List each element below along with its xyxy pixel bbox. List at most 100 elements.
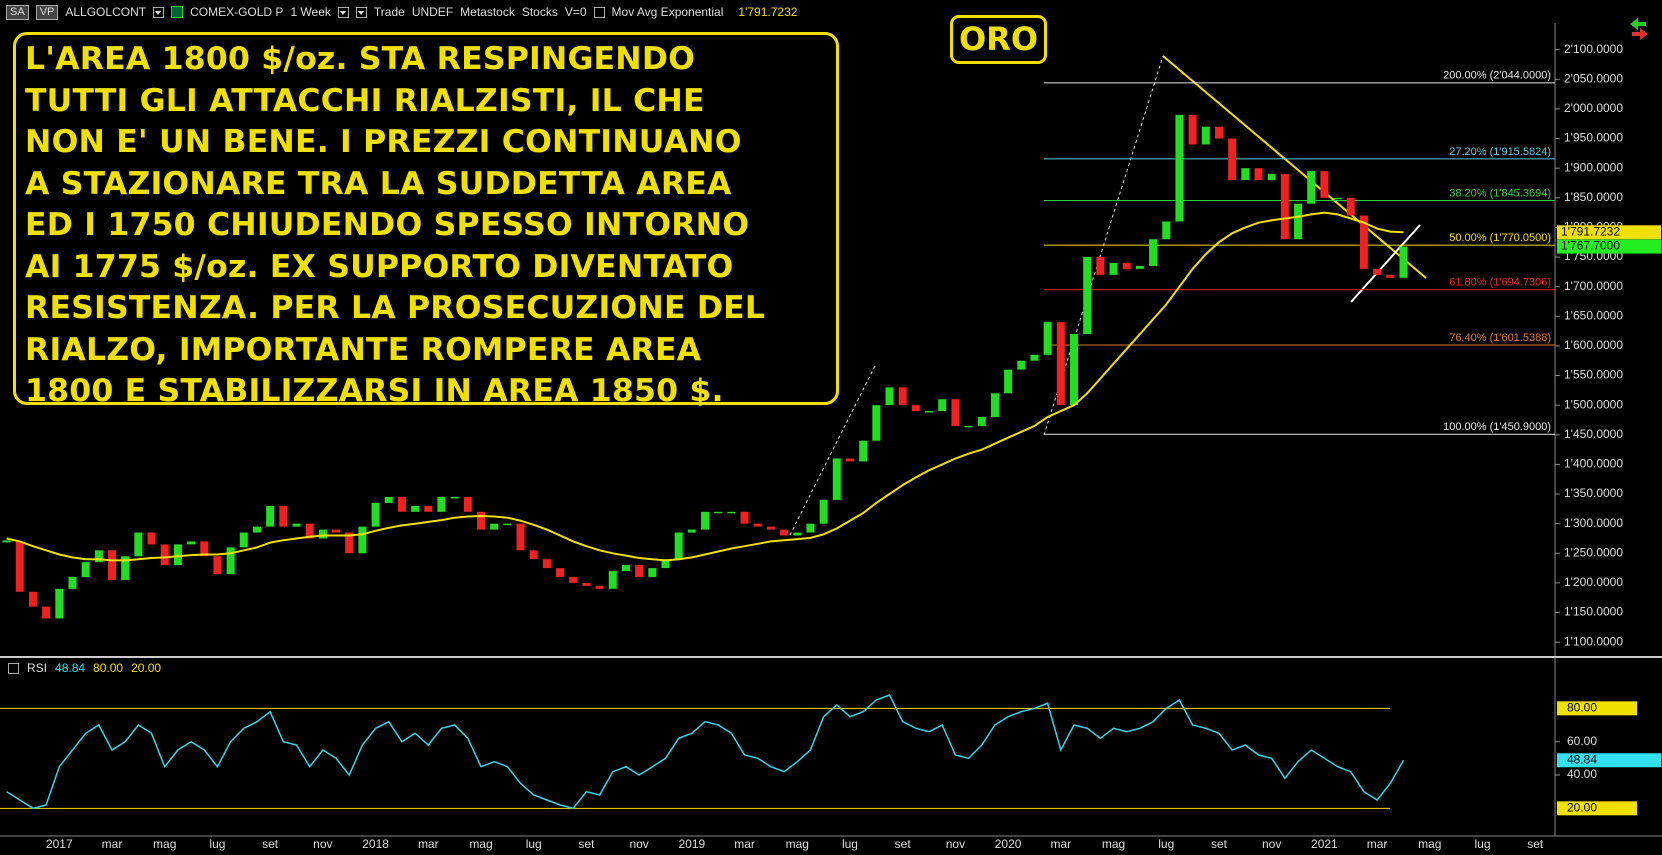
x-tick-label: mag: [153, 837, 176, 851]
candle: [793, 532, 802, 536]
candle: [1004, 369, 1013, 394]
market: Stocks: [521, 5, 558, 19]
dropdown[interactable]: [355, 6, 367, 18]
candle: [885, 387, 894, 406]
indicator-icon[interactable]: [171, 6, 184, 18]
candle: [503, 523, 512, 526]
candle: [516, 523, 525, 551]
x-tick-label: 2020: [995, 837, 1022, 851]
icon-arrow: [1630, 18, 1646, 30]
rsi-tag: [1557, 753, 1661, 768]
candle: [1135, 265, 1144, 269]
y-tick-label: 1'850.0000: [1564, 190, 1623, 204]
rsi-tag-label: 48.84: [1567, 752, 1597, 766]
candle: [542, 559, 551, 569]
x-tick-label: lug: [1158, 837, 1174, 851]
candle: [55, 588, 64, 619]
y-tick-label: 60.00: [1567, 734, 1597, 748]
candle: [661, 559, 670, 569]
icon-arrow: [1632, 28, 1648, 40]
x-tick-label: set: [1211, 837, 1228, 851]
y-tick-label: 1'300.0000: [1564, 516, 1623, 530]
x-tick-label: mag: [786, 837, 809, 851]
candles: [2, 114, 1408, 619]
candle: [872, 405, 881, 441]
candle: [134, 532, 143, 557]
candle: [740, 511, 749, 524]
status: UNDEF: [411, 5, 454, 19]
candle: [1267, 174, 1276, 181]
candle: [780, 529, 789, 536]
candle: [925, 411, 934, 413]
candle: [977, 417, 986, 426]
candle: [345, 532, 354, 554]
candle: [213, 556, 222, 575]
x-tick-label: mar: [1367, 837, 1388, 851]
candle: [68, 576, 77, 589]
candle: [582, 582, 591, 586]
trend-line: [789, 365, 876, 536]
candle: [1175, 114, 1184, 222]
x-tick-label: lug: [842, 837, 858, 851]
candle: [832, 458, 841, 500]
candle: [147, 532, 156, 545]
candle: [1214, 126, 1223, 139]
candle: [635, 565, 644, 577]
candle: [187, 541, 196, 545]
candle: [160, 544, 169, 566]
price-tag-label: 1'791.7232: [1561, 224, 1620, 238]
y-tick-label: 40.00: [1567, 767, 1597, 781]
level-tag: [1557, 701, 1637, 716]
candle: [15, 541, 24, 592]
y-tick-label: 1'250.0000: [1564, 545, 1623, 559]
candle: [529, 550, 538, 560]
x-tick-label: nov: [313, 837, 332, 851]
candle: [476, 511, 485, 530]
sync-icon[interactable]: [1630, 18, 1648, 40]
level-tag-label: 80.00: [1567, 701, 1597, 715]
candle: [753, 523, 762, 527]
candle: [1228, 138, 1237, 181]
trend-line: [1350, 224, 1421, 303]
candle: [845, 458, 854, 462]
toolbar-button[interactable]: VP: [35, 4, 59, 20]
instrument: COMEX-GOLD P: [190, 5, 284, 19]
toolbar-button[interactable]: SA: [6, 4, 29, 20]
dropdown[interactable]: [337, 6, 349, 18]
y-tick-label: 1'450.0000: [1564, 427, 1623, 441]
x-tick-label: 2017: [46, 837, 73, 851]
level-tag: [1557, 801, 1637, 816]
close-indicator[interactable]: [8, 662, 19, 674]
toolbar: SA VP ALLGOLCONT COMEX-GOLD P 1 Week Tra…: [6, 3, 797, 21]
candle: [173, 544, 182, 566]
candle: [1386, 274, 1395, 278]
candle: [701, 511, 710, 530]
y-tick-label: 1'500.0000: [1564, 397, 1623, 411]
rsi-level: 20.00: [131, 661, 162, 675]
candle: [450, 496, 459, 499]
candle: [266, 505, 275, 527]
price-tag: [1557, 239, 1661, 254]
rsi-value: 48.84: [55, 661, 86, 675]
annotation-line: RIALZO, IMPORTANTE ROMPERE AREA: [25, 331, 702, 368]
candle: [1294, 203, 1303, 240]
rsi-line: [6, 694, 1405, 810]
candle: [397, 496, 406, 512]
candle: [1201, 126, 1210, 145]
x-tick-label: 2018: [362, 837, 389, 851]
x-tick-label: lug: [526, 837, 542, 851]
close-indicator[interactable]: [593, 6, 605, 18]
x-tick-label: mar: [418, 837, 439, 851]
x-tick-label: nov: [1262, 837, 1281, 851]
price-axis: 1'100.0000 1'150.0000 1'200.0000 1'250.0000…: [1555, 42, 1661, 648]
candle: [806, 523, 815, 533]
candle: [819, 499, 828, 524]
dropdown[interactable]: [153, 6, 165, 18]
fib-label: 38.20% (1'845.3694): [1449, 187, 1551, 199]
candle: [292, 523, 301, 527]
x-tick-label: nov: [946, 837, 965, 851]
candle: [437, 496, 446, 512]
candle: [1307, 171, 1316, 204]
candle: [411, 505, 420, 512]
y-tick-label: 1'700.0000: [1564, 279, 1623, 293]
